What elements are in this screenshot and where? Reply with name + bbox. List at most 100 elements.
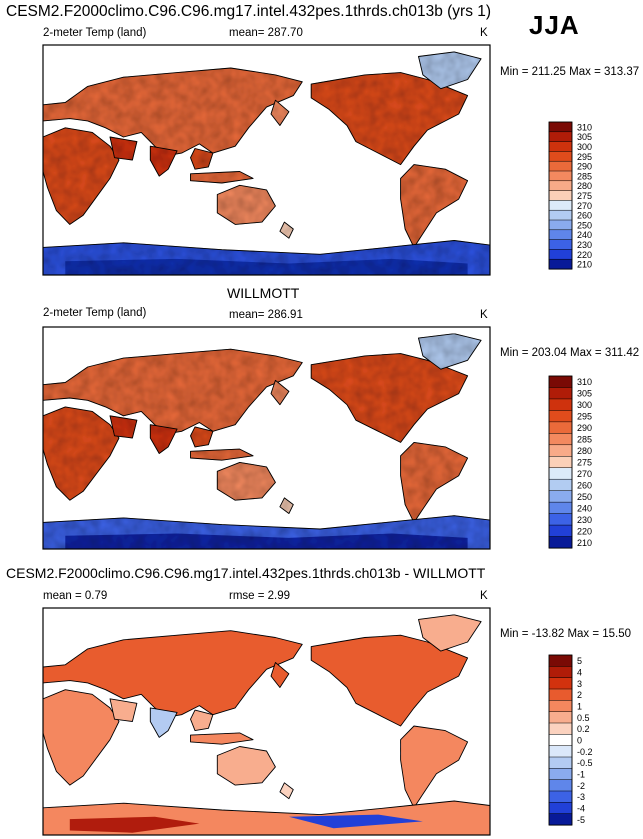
colorbar-tick-label: -2 (577, 781, 585, 791)
continent-africa (42, 689, 120, 786)
colorbar-tick-label: 270 (577, 469, 592, 479)
continent-nz (279, 782, 294, 800)
colorbar-swatch (548, 200, 573, 211)
colorbar-tick-label: 5 (577, 656, 582, 666)
colorbar-tick-label: 220 (577, 526, 592, 536)
continent-japan (270, 662, 290, 688)
panel2-variable-label: 2-meter Temp (land) (43, 307, 147, 319)
colorbar-swatch (548, 536, 573, 549)
colorbar-tick-label: 300 (577, 400, 592, 410)
continent-eurasia (42, 348, 303, 435)
panel2-mean-label: mean= 286.91 (229, 309, 303, 321)
map-frame (42, 607, 491, 836)
colorbar-swatch (548, 745, 573, 758)
continent-africa (42, 127, 120, 225)
colorbar-border (548, 654, 573, 826)
map-frame (42, 44, 491, 276)
continent-greenland (418, 333, 482, 370)
continent-australia (216, 184, 276, 225)
colorbar-tick-label: 1 (577, 702, 582, 712)
colorbar-swatch (548, 170, 573, 182)
antarctica-interior (65, 533, 468, 549)
colorbar-swatch (548, 375, 573, 389)
continent-nz (279, 221, 294, 239)
continent-india (149, 424, 178, 454)
colorbar-tick-label: 250 (577, 492, 592, 502)
continent-africa (42, 406, 120, 501)
colorbar-swatch (548, 513, 573, 526)
colorbar-tick-label: 240 (577, 230, 592, 240)
colorbar-swatch (548, 456, 573, 469)
colorbar-tick-label: -0.5 (577, 758, 593, 768)
colorbar-swatch (548, 209, 573, 221)
panel2-units-label: K (480, 309, 488, 321)
colorbar-swatch (548, 779, 573, 792)
panel2-minmax-label: Min = 203.04 Max = 311.42 (500, 347, 640, 359)
continent-namerica (310, 353, 469, 443)
colorbar-swatch (548, 239, 573, 250)
colorbar-tick-label: 230 (577, 240, 592, 250)
colorbar-swatch (548, 121, 573, 133)
colorbar-tick-label: 290 (577, 162, 592, 172)
map-frame (42, 326, 491, 550)
panel3-rmse-label: rmse = 2.99 (229, 590, 291, 602)
colorbar-swatch (548, 421, 573, 434)
continent-seasia (190, 709, 214, 732)
colorbar-tick-label: 310 (577, 377, 592, 387)
colorbar-swatch (548, 490, 573, 503)
continent-samerica (400, 725, 469, 809)
colorbar-border (548, 121, 573, 270)
colorbar-tick-label: -0.2 (577, 747, 593, 757)
continent-india (149, 145, 178, 177)
colorbar-swatch (548, 711, 573, 724)
colorbar-2: 3103053002952902852802752702602502402302… (548, 375, 592, 549)
continent-indonesia (190, 448, 254, 461)
colorbar-tick-label: 295 (577, 412, 592, 422)
colorbar-tick-label: 0 (577, 736, 582, 746)
colorbar-swatch (548, 813, 573, 826)
colorbar-tick-label: 250 (577, 220, 592, 230)
colorbar-tick-label: 270 (577, 201, 592, 211)
colorbar-swatch (548, 219, 573, 231)
colorbar-1: 3103053002952902852802752702602502402302… (548, 121, 592, 270)
continent-greenland (418, 51, 482, 90)
colorbar-swatch (548, 160, 573, 172)
colorbar-swatch (548, 190, 573, 201)
colorbar-tick-label: 305 (577, 389, 592, 399)
colorbar-tick-label: 260 (577, 480, 592, 490)
continent-namerica (310, 72, 469, 166)
panel1-mean-label: mean= 287.70 (229, 27, 303, 39)
colorbar-swatch (548, 768, 573, 781)
colorbar-swatch (548, 700, 573, 713)
colorbar-tick-label: 4 (577, 668, 582, 678)
panel3-header: CESM2.F2000climo.C96.C96.mg17.intel.432p… (6, 565, 486, 581)
colorbar-swatch (548, 688, 573, 701)
colorbar-tick-label: 300 (577, 142, 592, 152)
continent-eurasia (42, 630, 303, 718)
colorbar-tick-label: 285 (577, 171, 592, 181)
colorbar-swatch (548, 444, 573, 457)
colorbar-swatch (548, 249, 573, 260)
colorbar-tick-label: -4 (577, 804, 585, 814)
colorbar-tick-label: 275 (577, 191, 592, 201)
colorbar-tick-label: 285 (577, 435, 592, 445)
colorbar-swatch (548, 258, 573, 270)
antarctica-interior (65, 258, 468, 275)
colorbar-tick-label: 0.5 (577, 713, 590, 723)
colorbar-swatch (548, 734, 573, 747)
continent-australia (216, 746, 276, 786)
continent-arabia (109, 698, 138, 722)
continent-japan (270, 99, 290, 126)
colorbar-tick-label: 310 (577, 122, 592, 132)
colorbar-swatch (548, 229, 573, 241)
colorbar-swatch (548, 677, 573, 690)
colorbar-swatch (548, 666, 573, 679)
panel3-units-label: K (480, 590, 488, 602)
colorbar-tick-label: 2 (577, 690, 582, 700)
colorbar-swatch (548, 141, 573, 152)
continent-greenland (418, 614, 482, 652)
continent-japan (270, 379, 290, 406)
colorbar-swatch (548, 722, 573, 735)
antarctica-warm-anomaly (69, 816, 200, 833)
map-panel-3 (42, 607, 491, 836)
